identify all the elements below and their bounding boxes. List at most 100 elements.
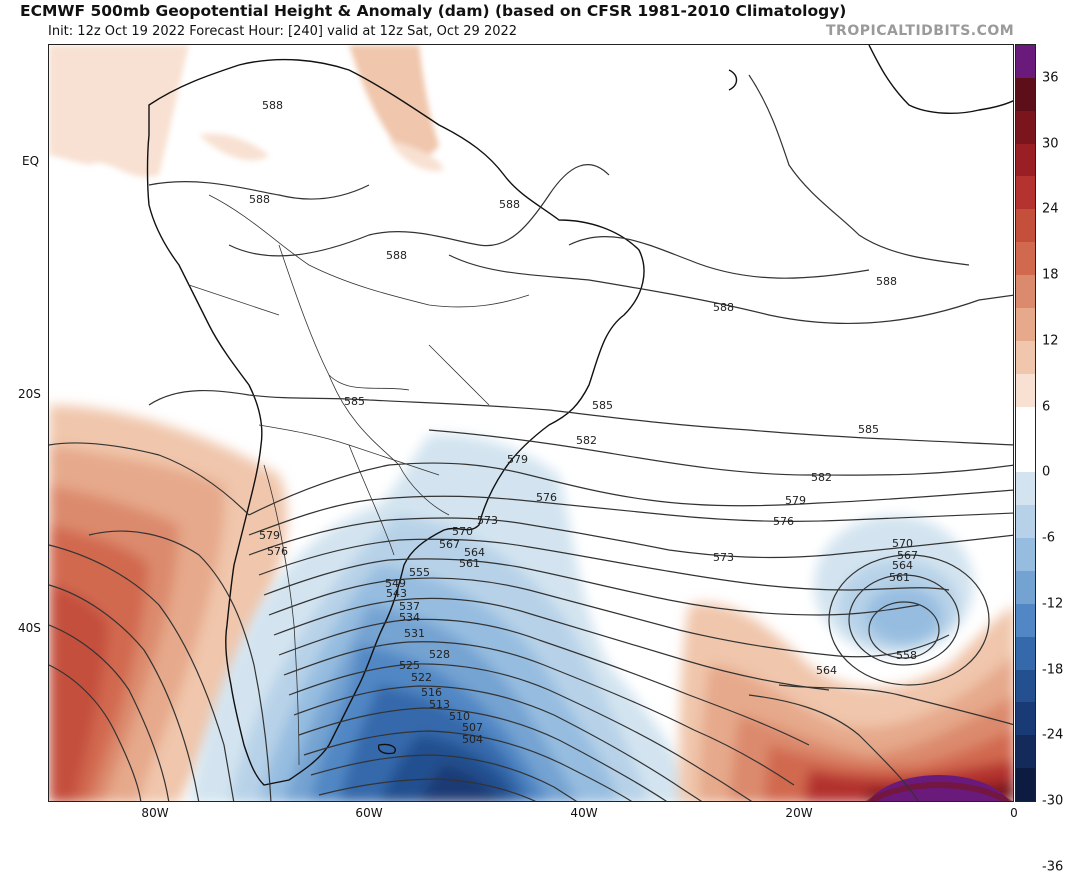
colorbar-tick-label: 24 — [1042, 201, 1059, 217]
contour-label-561: 561 — [459, 557, 480, 570]
lon-label-80w: 80W — [141, 806, 169, 820]
colorbar-segment — [1016, 768, 1035, 802]
contour-label-588: 588 — [499, 198, 520, 211]
colorbar-segment — [1016, 472, 1035, 506]
lat-label-20s: 20S — [18, 387, 41, 401]
colorbar-segment — [1016, 77, 1035, 112]
contour-label-585: 585 — [858, 423, 879, 436]
contour-label-579: 579 — [259, 529, 280, 542]
contour-label-537: 537 — [399, 600, 420, 613]
contour-label-555: 555 — [409, 566, 430, 579]
colorbar-segment — [1016, 373, 1035, 408]
colorbar-tick-label: 12 — [1042, 333, 1059, 349]
contour-label-570: 570 — [452, 525, 473, 538]
colorbar-segment — [1016, 143, 1035, 177]
contour-label-507: 507 — [462, 721, 483, 734]
contour-label-588: 588 — [249, 193, 270, 206]
contour-label-588: 588 — [262, 99, 283, 112]
contour-label-576: 576 — [773, 515, 794, 528]
contour-label-576: 576 — [536, 491, 557, 504]
colorbar-segment — [1016, 110, 1035, 145]
contour-label-588: 588 — [713, 301, 734, 314]
contour-label-579: 579 — [785, 494, 806, 507]
map-panel: 588 588 588 588 588 588 585 585 585 582 … — [48, 44, 1014, 802]
colorbar-segment — [1016, 209, 1035, 243]
contour-label-558: 558 — [896, 649, 917, 662]
colorbar-tick-label: 30 — [1042, 136, 1059, 152]
lon-label-0: 0 — [1010, 806, 1018, 820]
colorbar-segment — [1016, 570, 1035, 605]
contour-label-516: 516 — [421, 686, 442, 699]
contour-label-588: 588 — [386, 249, 407, 262]
colorbar-segment — [1016, 406, 1035, 440]
height-contours — [49, 74, 1013, 801]
contour-label-567: 567 — [439, 538, 460, 551]
north-warm-anomaly — [49, 45, 444, 178]
contour-label-564: 564 — [816, 664, 837, 677]
colorbar-segment — [1016, 307, 1035, 342]
colorbar-tick-label: -6 — [1042, 530, 1055, 546]
colorbar-tick-label: -18 — [1042, 662, 1064, 678]
contour-label-528: 528 — [429, 648, 450, 661]
contour-label-543: 543 — [386, 587, 407, 600]
contour-label-531: 531 — [404, 627, 425, 640]
atlantic-cold-anomaly — [189, 434, 689, 801]
contour-label-522: 522 — [411, 671, 432, 684]
contour-label-570: 570 — [892, 537, 913, 550]
contour-label-573: 573 — [477, 514, 498, 527]
coastlines — [146, 45, 1013, 786]
colorbar-segment — [1016, 735, 1035, 769]
colorbar-segment — [1016, 439, 1035, 473]
contour-label-525: 525 — [399, 659, 420, 672]
contour-label-582: 582 — [576, 434, 597, 447]
contour-label-561: 561 — [889, 571, 910, 584]
colorbar-tick-label: -36 — [1042, 859, 1064, 874]
contour-label-585: 585 — [344, 395, 365, 408]
colorbar-segment — [1016, 340, 1035, 375]
colorbar-tick-label: -24 — [1042, 727, 1064, 743]
colorbar-segment — [1016, 669, 1035, 703]
contour-label-510: 510 — [449, 710, 470, 723]
colorbar-segment — [1016, 176, 1035, 210]
cutoff-low-anomaly — [814, 515, 974, 655]
colorbar-segment — [1016, 538, 1035, 572]
country-borders — [188, 194, 530, 766]
southeast-warm-anomaly — [679, 603, 1013, 801]
contour-labels: 588 588 588 588 588 588 585 585 585 582 … — [249, 99, 918, 746]
contour-label-549: 549 — [385, 577, 406, 590]
contour-label-567: 567 — [897, 549, 918, 562]
lon-label-60w: 60W — [355, 806, 383, 820]
brand-watermark: TROPICALTIDBITS.COM — [826, 23, 1015, 39]
colorbar-segment — [1016, 505, 1035, 539]
colorbar-segment — [1016, 242, 1035, 276]
contour-label-564: 564 — [464, 546, 485, 559]
lat-label-eq: EQ — [22, 154, 40, 168]
colorbar-tick-label: -30 — [1042, 793, 1064, 809]
contour-label-588: 588 — [876, 275, 897, 288]
contour-label-564: 564 — [892, 559, 913, 572]
colorbar-segment — [1016, 45, 1035, 79]
lon-label-40w: 40W — [570, 806, 598, 820]
colorbar-tick-label: 36 — [1042, 70, 1059, 86]
colorbar-tick-label: 18 — [1042, 267, 1059, 283]
contour-label-582: 582 — [811, 471, 832, 484]
map-title: ECMWF 500mb Geopotential Height & Anomal… — [20, 2, 847, 20]
colorbar-tick-label: 6 — [1042, 399, 1051, 415]
lon-label-20w: 20W — [785, 806, 813, 820]
contour-label-576: 576 — [267, 545, 288, 558]
contour-label-579: 579 — [507, 453, 528, 466]
contour-label-534: 534 — [399, 611, 420, 624]
colorbar-segment — [1016, 275, 1035, 309]
colorbar-tick-label: 0 — [1042, 464, 1051, 480]
contour-label-504: 504 — [462, 733, 483, 746]
anomaly-shading — [49, 45, 1013, 801]
contour-label-513: 513 — [429, 698, 450, 711]
colorbar-tick-label: -12 — [1042, 596, 1064, 612]
map-subtitle: Init: 12z Oct 19 2022 Forecast Hour: [24… — [48, 24, 518, 39]
map-svg: 588 588 588 588 588 588 585 585 585 582 … — [49, 45, 1013, 801]
colorbar-segment — [1016, 636, 1035, 670]
colorbar-segment — [1016, 603, 1035, 638]
contour-label-573: 573 — [713, 551, 734, 564]
colorbar-segment — [1016, 702, 1035, 736]
lat-label-40s: 40S — [18, 621, 41, 635]
